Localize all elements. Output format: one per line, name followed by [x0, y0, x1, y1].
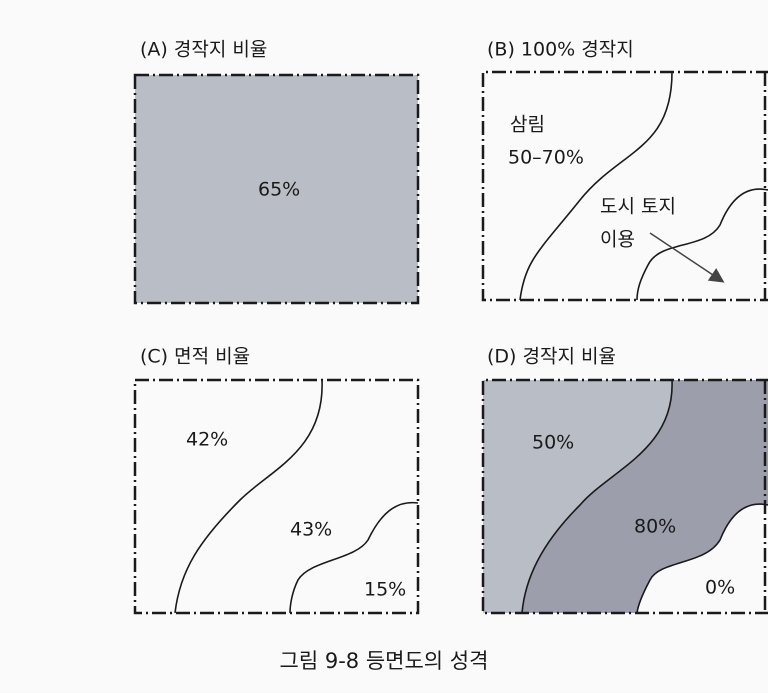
area-fill — [637, 504, 768, 613]
area-label: 50–70% — [508, 147, 584, 169]
area-label: 80% — [634, 516, 676, 538]
area-fill — [135, 75, 418, 303]
area-label: 43% — [290, 519, 332, 541]
boundary-curve — [289, 501, 419, 614]
boundary-curve — [636, 188, 768, 301]
panel-a: (A) 경작지 비율 65% — [133, 39, 420, 305]
area-label: 50% — [532, 432, 574, 454]
arrow — [649, 232, 725, 283]
area-label: 65% — [258, 179, 300, 201]
area-label: 삼림 — [510, 114, 545, 136]
area-label: 42% — [186, 429, 228, 451]
area-label: 0% — [705, 577, 735, 599]
panel-border — [481, 70, 768, 302]
panel-border — [481, 378, 768, 615]
panel-title: (D) 경작지 비율 — [487, 346, 616, 368]
boundary-curve — [636, 503, 768, 614]
panel-border — [133, 73, 420, 305]
panel-title: (C) 면적 비율 — [140, 346, 250, 368]
boundary-curve — [174, 379, 323, 614]
panel-c: (C) 면적 비율 42% 43% 15% — [133, 346, 420, 615]
area-label: 15% — [364, 579, 406, 601]
panel-title: (B) 100% 경작지 — [487, 39, 634, 61]
panel-title: (A) 경작지 비율 — [140, 39, 267, 61]
area-label: 도시 토지 — [600, 196, 676, 218]
boundary-curve — [521, 379, 673, 614]
boundary-curve — [519, 71, 673, 301]
figure-caption: 그림 9-8 등면도의 성격 — [280, 649, 489, 673]
panel-b: (B) 100% 경작지 삼림 50–70% 도시 토지 이용 — [481, 39, 768, 302]
area-label: 이용 — [600, 229, 635, 251]
panel-border — [133, 378, 420, 615]
panel-d: (D) 경작지 비율 50% 80% 0% — [481, 346, 768, 615]
area-fill — [483, 380, 673, 613]
